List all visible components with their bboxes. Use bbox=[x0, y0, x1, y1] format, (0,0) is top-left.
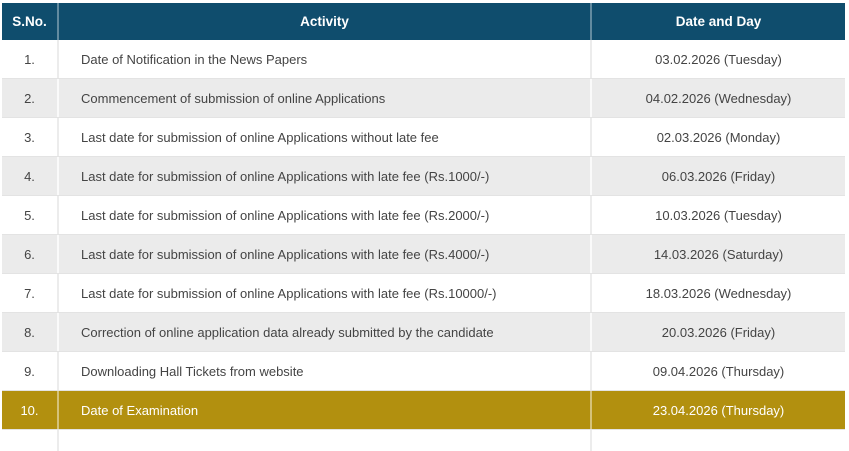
table-row-highlighted: 10. Date of Examination 23.04.2026 (Thursd… bbox=[2, 391, 845, 430]
column-header-date: Date and Day bbox=[675, 14, 762, 29]
column-header-activity: Activity bbox=[59, 3, 592, 40]
cell-date-empty bbox=[592, 430, 845, 451]
cell-sno: 5. bbox=[2, 196, 59, 234]
table-row: 9. Downloading Hall Tickets from website 0… bbox=[2, 352, 845, 391]
cell-sno: 7. bbox=[2, 274, 59, 312]
cell-sno: 1. bbox=[2, 40, 59, 78]
cell-date: 04.02.2026 (Wednesday) bbox=[645, 90, 792, 106]
table-row: 8. Correction of online application data … bbox=[2, 313, 845, 352]
cell-date: 02.03.2026 (Monday) bbox=[656, 129, 781, 145]
cell-sno: 10. bbox=[2, 391, 59, 429]
table-row: 2. Commencement of submission of online A… bbox=[2, 79, 845, 118]
cell-activity: Downloading Hall Tickets from website bbox=[59, 352, 592, 390]
table-body: 1. Date of Notification in the News Paper… bbox=[2, 40, 845, 430]
cell-activity: Date of Notification in the News Papers bbox=[59, 40, 592, 78]
column-header-sno: S.No. bbox=[2, 3, 59, 40]
cell-date: 14.03.2026 (Saturday) bbox=[653, 246, 784, 262]
cell-activity: Commencement of submission of online App… bbox=[59, 79, 592, 117]
cell-date: 20.03.2026 (Friday) bbox=[661, 324, 776, 340]
table-row: 4. Last date for submission of online App… bbox=[2, 157, 845, 196]
cell-sno-empty bbox=[2, 430, 59, 451]
cell-activity: Date of Examination bbox=[59, 391, 592, 429]
cell-activity: Last date for submission of online Appli… bbox=[59, 118, 592, 156]
cell-sno: 4. bbox=[2, 157, 59, 195]
cell-activity: Last date for submission of online Appli… bbox=[59, 157, 592, 195]
table-row: 6. Last date for submission of online App… bbox=[2, 235, 845, 274]
cell-sno: 8. bbox=[2, 313, 59, 351]
cell-activity-empty bbox=[59, 430, 592, 451]
cell-date: 18.03.2026 (Wednesday) bbox=[645, 285, 792, 301]
cell-date: 23.04.2026 (Thursday) bbox=[652, 402, 785, 418]
cell-date: 03.02.2026 (Tuesday) bbox=[655, 51, 782, 67]
cell-activity: Last date for submission of online Appli… bbox=[59, 196, 592, 234]
cell-activity: Correction of online application data al… bbox=[59, 313, 592, 351]
cell-sno: 3. bbox=[2, 118, 59, 156]
cell-date: 10.03.2026 (Tuesday) bbox=[655, 207, 782, 223]
cell-sno: 9. bbox=[2, 352, 59, 390]
table-row-empty bbox=[2, 430, 845, 451]
table-row: 1. Date of Notification in the News Paper… bbox=[2, 40, 845, 79]
exam-schedule-table: S.No. Activity Date and Day 1. Date of No… bbox=[2, 3, 845, 451]
cell-sno: 6. bbox=[2, 235, 59, 273]
cell-activity: Last date for submission of online Appli… bbox=[59, 274, 592, 312]
cell-date: 06.03.2026 (Friday) bbox=[661, 168, 776, 184]
table-row: 5. Last date for submission of online App… bbox=[2, 196, 845, 235]
table-row: 7. Last date for submission of online App… bbox=[2, 274, 845, 313]
table-row: 3. Last date for submission of online App… bbox=[2, 118, 845, 157]
table-header-row: S.No. Activity Date and Day bbox=[2, 3, 845, 40]
cell-date: 09.04.2026 (Thursday) bbox=[652, 363, 785, 379]
cell-activity: Last date for submission of online Appli… bbox=[59, 235, 592, 273]
cell-sno: 2. bbox=[2, 79, 59, 117]
